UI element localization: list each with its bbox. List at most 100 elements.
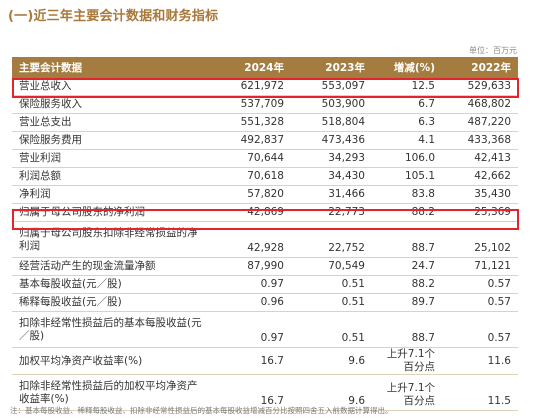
- table-row: 营业总收入 621,972 553,097 12.5 529,633: [12, 78, 518, 96]
- value-2023: 31,466: [291, 185, 372, 204]
- row-label: 营业利润: [12, 149, 213, 168]
- row-label: 经营活动产生的现金流量净额: [12, 257, 213, 276]
- table-row: 扣除非经常性损益后的基本每股收益(元／股) 0.97 0.51 88.7 0.5…: [12, 311, 518, 348]
- value-2023: 553,097: [291, 78, 372, 96]
- row-label: 营业总收入: [12, 78, 213, 96]
- value-2022: 25,102: [442, 221, 518, 258]
- value-2024: 42,928: [213, 221, 291, 258]
- footnote: 注：基本每股收益、稀释每股收益、扣除非经常性损益后的基本每股收益增减百分比按照四…: [10, 406, 393, 415]
- value-2023: 473,436: [291, 131, 372, 150]
- row-label: 净利润: [12, 185, 213, 204]
- value-2024: 551,328: [213, 113, 291, 132]
- header-item: 主要会计数据: [12, 57, 213, 78]
- header-2022: 2022年: [442, 57, 518, 78]
- value-change: 6.7: [372, 95, 442, 114]
- financial-data-table: 主要会计数据 2024年 2023年 增减(%) 2022年 营业总收入 621…: [12, 57, 518, 411]
- value-2022: 0.57: [442, 275, 518, 294]
- value-2023: 70,549: [291, 257, 372, 276]
- value-2023: 518,804: [291, 113, 372, 132]
- row-label: 基本每股收益(元／股): [12, 275, 213, 294]
- value-2024: 87,990: [213, 257, 291, 276]
- value-2024: 0.97: [213, 275, 291, 294]
- value-2022: 35,430: [442, 185, 518, 204]
- value-2024: 0.97: [213, 311, 291, 348]
- row-label: 扣除非经常性损益后的基本每股收益(元／股): [12, 311, 213, 348]
- row-label: 利润总额: [12, 167, 213, 186]
- value-change: 上升7.1个百分点: [372, 374, 442, 411]
- table-row: 净利润 57,820 31,466 83.8 35,430: [12, 185, 518, 204]
- header-change: 增减(%): [372, 57, 442, 78]
- value-change: 106.0: [372, 149, 442, 168]
- table-row: 保险服务费用 492,837 473,436 4.1 433,368: [12, 131, 518, 150]
- value-2022: 487,220: [442, 113, 518, 132]
- value-2022: 11.6: [442, 347, 518, 375]
- table-row: 营业总支出 551,328 518,804 6.3 487,220: [12, 113, 518, 132]
- table-row: 加权平均净资产收益率(%) 16.7 9.6 上升7.1个百分点 11.6: [12, 347, 518, 375]
- value-change: 83.8: [372, 185, 442, 204]
- value-change: 88.7: [372, 221, 442, 258]
- unit-label: 单位：百万元: [469, 46, 517, 55]
- value-2022: 11.5: [442, 374, 518, 411]
- value-2024: 57,820: [213, 185, 291, 204]
- table-row: 基本每股收益(元／股) 0.97 0.51 88.2 0.57: [12, 275, 518, 294]
- section-title: (一)近三年主要会计数据和财务指标: [8, 9, 219, 24]
- row-label: 扣除非经常性损益后的加权平均净资产收益率(%): [12, 374, 213, 411]
- table-row: 扣除非经常性损益后的加权平均净资产收益率(%) 16.7 9.6 上升7.1个百…: [12, 374, 518, 411]
- row-label: 归属于母公司股东的净利润: [12, 203, 213, 222]
- row-label: 保险服务收入: [12, 95, 213, 114]
- row-label: 加权平均净资产收益率(%): [12, 347, 213, 375]
- value-2022: 0.57: [442, 293, 518, 312]
- value-2023: 22,773: [291, 203, 372, 222]
- value-2023: 34,430: [291, 167, 372, 186]
- value-change: 89.7: [372, 293, 442, 312]
- value-change: 4.1: [372, 131, 442, 150]
- value-2024: 16.7: [213, 347, 291, 375]
- value-2022: 0.57: [442, 311, 518, 348]
- table-row: 归属于母公司股东的净利润 42,869 22,773 88.2 25,369: [12, 203, 518, 222]
- header-2023: 2023年: [291, 57, 372, 78]
- table-row: 保险服务收入 537,709 503,900 6.7 468,802: [12, 95, 518, 114]
- value-change: 上升7.1个百分点: [372, 347, 442, 375]
- value-2023: 0.51: [291, 293, 372, 312]
- value-2024: 70,618: [213, 167, 291, 186]
- value-2022: 529,633: [442, 78, 518, 96]
- table-row: 归属于母公司股东扣除非经常损益的净利润 42,928 22,752 88.7 2…: [12, 221, 518, 258]
- value-change: 88.2: [372, 275, 442, 294]
- value-2022: 71,121: [442, 257, 518, 276]
- value-2023: 503,900: [291, 95, 372, 114]
- row-label: 营业总支出: [12, 113, 213, 132]
- row-label: 保险服务费用: [12, 131, 213, 150]
- value-2023: 9.6: [291, 374, 372, 411]
- value-change: 88.2: [372, 203, 442, 222]
- value-2022: 42,662: [442, 167, 518, 186]
- value-2023: 34,293: [291, 149, 372, 168]
- header-2024: 2024年: [213, 57, 291, 78]
- table-header-row: 主要会计数据 2024年 2023年 增减(%) 2022年: [12, 57, 518, 78]
- value-2023: 9.6: [291, 347, 372, 375]
- value-change: 24.7: [372, 257, 442, 276]
- value-2024: 42,869: [213, 203, 291, 222]
- value-change: 6.3: [372, 113, 442, 132]
- value-2024: 0.96: [213, 293, 291, 312]
- value-2024: 621,972: [213, 78, 291, 96]
- value-change: 12.5: [372, 78, 442, 96]
- value-2024: 537,709: [213, 95, 291, 114]
- value-2022: 468,802: [442, 95, 518, 114]
- table-row: 稀释每股收益(元／股) 0.96 0.51 89.7 0.57: [12, 293, 518, 312]
- table-row: 利润总额 70,618 34,430 105.1 42,662: [12, 167, 518, 186]
- value-2023: 0.51: [291, 275, 372, 294]
- table-row: 营业利润 70,644 34,293 106.0 42,413: [12, 149, 518, 168]
- table-row: 经营活动产生的现金流量净额 87,990 70,549 24.7 71,121: [12, 257, 518, 276]
- value-2024: 492,837: [213, 131, 291, 150]
- row-label: 归属于母公司股东扣除非经常损益的净利润: [12, 221, 213, 258]
- value-2022: 42,413: [442, 149, 518, 168]
- value-2022: 25,369: [442, 203, 518, 222]
- value-2023: 22,752: [291, 221, 372, 258]
- value-2022: 433,368: [442, 131, 518, 150]
- value-change: 88.7: [372, 311, 442, 348]
- value-change: 105.1: [372, 167, 442, 186]
- value-2024: 70,644: [213, 149, 291, 168]
- value-2023: 0.51: [291, 311, 372, 348]
- value-2024: 16.7: [213, 374, 291, 411]
- row-label: 稀释每股收益(元／股): [12, 293, 213, 312]
